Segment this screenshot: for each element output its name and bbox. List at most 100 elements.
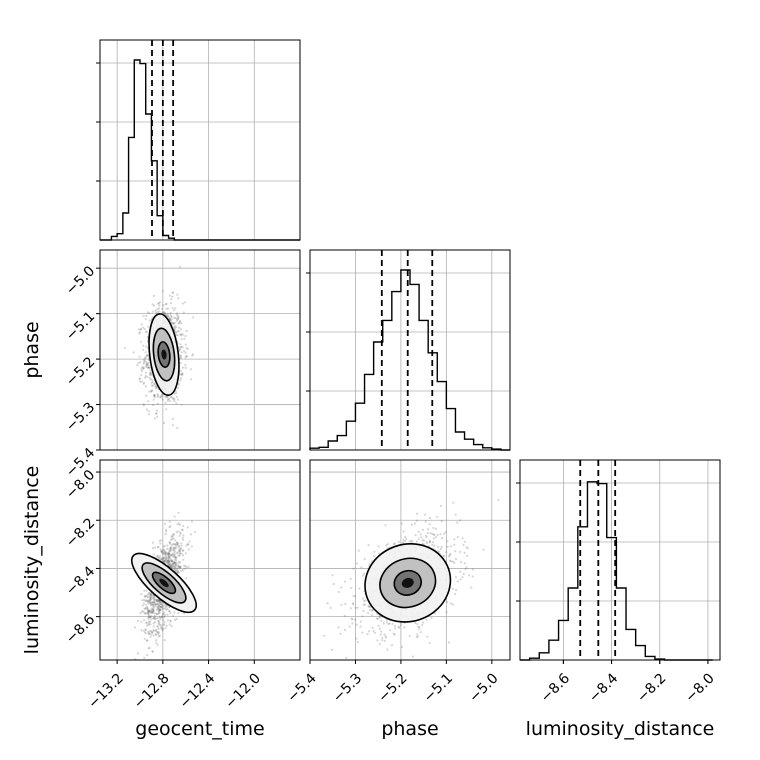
scatter-point: [451, 560, 454, 563]
scatter-point: [175, 325, 178, 329]
scatter-point: [161, 290, 164, 293]
scatter-point: [158, 602, 161, 605]
scatter-point: [187, 548, 190, 551]
scatter-point: [171, 295, 174, 298]
scatter-point: [150, 615, 153, 618]
scatter-point: [461, 576, 464, 579]
scatter-point: [172, 561, 175, 564]
scatter-point: [164, 554, 167, 558]
scatter-point: [173, 567, 176, 570]
scatter-point: [439, 504, 442, 507]
scatter-point: [166, 560, 169, 563]
scatter-point: [144, 356, 147, 359]
scatter-point: [173, 533, 176, 536]
scatter-point: [154, 632, 157, 636]
scatter-point: [368, 563, 371, 566]
scatter-point: [372, 629, 375, 633]
scatter-point: [170, 560, 173, 563]
scatter-point: [378, 627, 381, 630]
scatter-point: [155, 555, 158, 558]
scatter-point: [340, 586, 343, 589]
scatter-point: [173, 321, 176, 324]
scatter-point: [169, 547, 172, 550]
hist-panel-phase: [306, 249, 511, 451]
scatter-point: [173, 327, 176, 330]
scatter-point: [168, 556, 171, 559]
scatter-point: [156, 608, 160, 611]
scatter-point: [367, 611, 370, 615]
scatter-point: [180, 547, 183, 550]
scatter-point: [150, 592, 153, 595]
scatter-point: [140, 593, 143, 596]
scatter-point: [152, 394, 155, 398]
scatter-point: [176, 543, 179, 546]
scatter-point: [159, 301, 162, 304]
scatter-point: [145, 364, 148, 367]
scatter-point: [165, 606, 168, 609]
scatter-point: [179, 333, 182, 336]
contour-line-2: [364, 543, 452, 623]
scatter-point: [174, 569, 177, 573]
scatter-point: [157, 394, 160, 397]
scatter-point: [386, 648, 389, 651]
scatter-point: [150, 612, 153, 615]
scatter-point: [156, 643, 159, 647]
scatter-point: [470, 586, 473, 589]
scatter-point: [170, 298, 173, 301]
scatter-point: [157, 622, 160, 626]
scatter-point: [168, 554, 171, 557]
scatter-point: [156, 556, 160, 559]
scatter-point: [174, 543, 177, 546]
scatter-point: [351, 622, 354, 625]
scatter-point: [160, 603, 163, 606]
scatter-point: [397, 625, 400, 629]
scatter-point: [178, 544, 181, 548]
scatter-point: [161, 612, 164, 616]
scatter-point: [154, 309, 157, 312]
scatter-point: [415, 512, 419, 515]
scatter-point: [145, 371, 148, 374]
scatter-point: [168, 548, 171, 551]
scatter-point: [143, 598, 146, 602]
scatter-point: [368, 605, 372, 608]
scatter-point: [161, 311, 164, 314]
scatter-point: [180, 351, 184, 354]
scatter-point: [189, 533, 192, 536]
scatter-point: [385, 544, 388, 547]
scatter-point: [164, 401, 167, 404]
scatter-point: [179, 343, 182, 346]
scatter-point: [151, 384, 155, 387]
scatter-point: [181, 346, 184, 349]
scatter-point: [143, 656, 146, 659]
scatter-point: [172, 565, 175, 568]
scatter-point: [144, 594, 147, 597]
scatter-point: [153, 615, 156, 619]
scatter-point: [148, 609, 151, 612]
scatter-point: [158, 631, 161, 634]
scatter-point: [172, 554, 175, 557]
scatter-point: [413, 522, 417, 525]
scatter-point: [153, 629, 156, 632]
scatter-point: [162, 310, 165, 314]
scatter-point: [456, 535, 459, 539]
scatter-point: [159, 608, 162, 612]
scatter-point: [136, 652, 139, 655]
scatter-point: [411, 540, 414, 543]
scatter-point: [179, 379, 182, 382]
scatter-point: [410, 523, 413, 526]
scatter-point: [163, 550, 167, 553]
scatter-point: [155, 412, 158, 415]
scatter-point: [146, 611, 149, 614]
scatter-point: [142, 348, 145, 351]
histogram-step-luminosity_distance: [520, 481, 713, 661]
scatter-point: [162, 611, 165, 614]
scatter-point: [153, 614, 156, 618]
scatter-point: [148, 593, 152, 597]
scatter-point: [150, 603, 153, 606]
panel-frame: [99, 459, 301, 661]
scatter-point: [175, 561, 178, 564]
scatter-point: [179, 377, 182, 380]
scatter-point: [169, 541, 172, 544]
scatter-point: [164, 395, 167, 399]
scatter-point: [180, 322, 183, 325]
